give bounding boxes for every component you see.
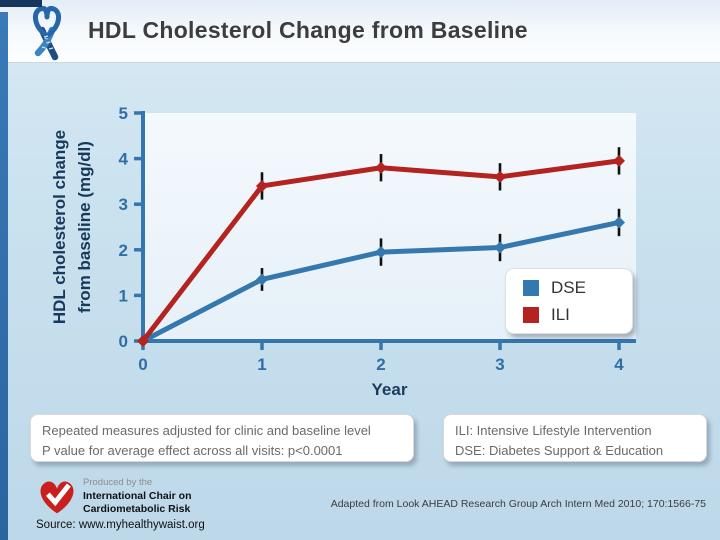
note-methods-line1: Repeated measures adjusted for clinic an… (42, 423, 371, 438)
svg-text:2: 2 (119, 241, 128, 260)
note-abbrev-line2: DSE: Diabetes Support & Education (455, 443, 664, 459)
legend-swatch-ili (523, 306, 539, 323)
svg-text:3: 3 (495, 355, 504, 374)
note-methods: Repeated measures adjusted for clinic an… (30, 414, 414, 462)
note-abbreviations: ILI: Intensive Lifestyle Intervention DS… (443, 414, 707, 462)
produced-by-label: Produced by the (83, 476, 153, 488)
note-abbrev-line1: ILI: Intensive Lifestyle Intervention (455, 423, 652, 438)
page-title: HDL Cholesterol Change from Baseline (88, 17, 528, 43)
header: HDL Cholesterol Change from Baseline (0, 0, 720, 63)
left-accent-bar (0, 12, 8, 540)
svg-text:2: 2 (376, 355, 385, 374)
svg-text:1: 1 (257, 355, 266, 374)
y-axis-label: HDL cholesterol change from baseline (mg… (50, 129, 94, 325)
corner-accent (0, 0, 42, 7)
org-name-line2: Cardiometabolic Risk (83, 502, 191, 515)
svg-text:1: 1 (119, 286, 128, 305)
legend-item-ili: ILI (523, 305, 632, 325)
awareness-ribbon-icon (33, 5, 61, 61)
svg-text:0: 0 (138, 355, 147, 374)
org-name-line1: International Chair on (83, 489, 192, 502)
heart-check-icon (40, 481, 74, 514)
line-chart: 0 1 2 3 4 5 0 1 2 3 4 Year (119, 105, 636, 399)
legend-label-dse: DSE (551, 277, 586, 297)
chart-legend: DSE ILI (505, 268, 633, 334)
citation-text: Adapted from Look AHEAD Research Group A… (330, 498, 706, 510)
iccr-logo-text: Produced by the International Chair on C… (83, 476, 192, 516)
svg-text:Year: Year (372, 380, 408, 399)
svg-text:4: 4 (119, 150, 129, 169)
iccr-logo: Produced by the International Chair on C… (36, 476, 192, 516)
legend-item-dse: DSE (523, 278, 632, 298)
note-methods-line2: P value for average effect across all vi… (42, 443, 343, 459)
svg-text:3: 3 (119, 195, 128, 214)
svg-text:0: 0 (119, 332, 128, 351)
source-text: Source: www.myhealthywaist.org (36, 519, 205, 531)
svg-text:4: 4 (614, 355, 624, 374)
svg-text:5: 5 (119, 105, 128, 123)
legend-swatch-dse (523, 279, 539, 296)
legend-label-ili: ILI (551, 304, 570, 324)
